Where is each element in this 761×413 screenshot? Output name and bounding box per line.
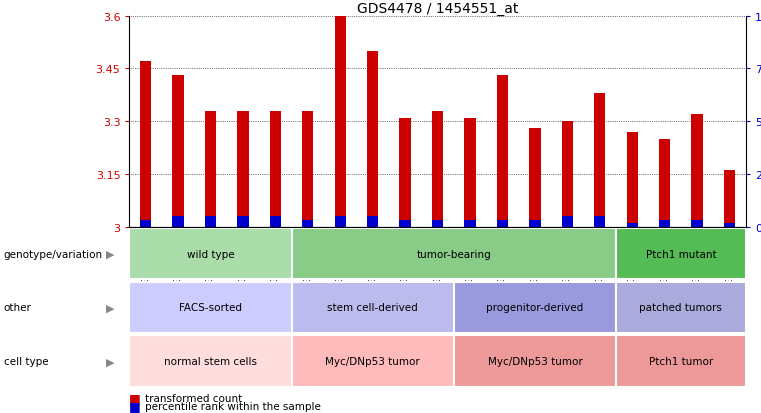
Bar <box>616 336 746 387</box>
Bar <box>562 217 573 227</box>
Bar <box>616 282 746 333</box>
Bar <box>454 282 616 333</box>
Bar <box>129 282 291 333</box>
Bar <box>400 118 411 227</box>
Text: Myc/DNp53 tumor: Myc/DNp53 tumor <box>488 356 582 366</box>
Text: Myc/DNp53 tumor: Myc/DNp53 tumor <box>325 356 420 366</box>
Text: ■: ■ <box>129 391 141 404</box>
Text: progenitor-derived: progenitor-derived <box>486 303 584 313</box>
Text: cell type: cell type <box>4 356 49 366</box>
Bar <box>464 118 476 227</box>
Text: ▶: ▶ <box>106 303 115 313</box>
Text: percentile rank within the sample: percentile rank within the sample <box>145 401 320 411</box>
Bar <box>237 217 249 227</box>
Bar <box>562 122 573 227</box>
Bar <box>302 111 314 227</box>
Text: Ptch1 tumor: Ptch1 tumor <box>649 356 713 366</box>
Bar <box>692 115 703 227</box>
Text: ▶: ▶ <box>106 249 115 259</box>
Text: other: other <box>4 303 32 313</box>
Bar <box>172 76 183 227</box>
Bar <box>291 282 454 333</box>
Text: Ptch1 mutant: Ptch1 mutant <box>645 249 716 259</box>
Bar <box>659 220 670 227</box>
Bar <box>237 111 249 227</box>
Bar <box>497 76 508 227</box>
Bar <box>269 111 281 227</box>
Text: transformed count: transformed count <box>145 393 242 403</box>
Bar <box>291 228 616 280</box>
Bar <box>302 220 314 227</box>
Bar <box>335 17 346 227</box>
Bar <box>724 224 735 227</box>
Bar <box>432 111 443 227</box>
Bar <box>432 220 443 227</box>
Bar <box>140 220 151 227</box>
Bar <box>529 129 540 227</box>
Bar <box>129 336 291 387</box>
Text: FACS-sorted: FACS-sorted <box>179 303 242 313</box>
Bar <box>594 217 606 227</box>
Bar <box>724 171 735 227</box>
Bar <box>400 220 411 227</box>
Bar <box>172 217 183 227</box>
Bar <box>594 94 606 227</box>
Bar <box>367 52 378 227</box>
Bar <box>529 220 540 227</box>
Bar <box>626 224 638 227</box>
Bar <box>205 111 216 227</box>
Bar <box>692 220 703 227</box>
Bar <box>205 217 216 227</box>
Bar <box>269 217 281 227</box>
Text: ■: ■ <box>129 399 141 413</box>
Bar <box>367 217 378 227</box>
Bar <box>659 140 670 227</box>
Bar <box>626 133 638 227</box>
Bar <box>129 228 291 280</box>
Text: tumor-bearing: tumor-bearing <box>416 249 491 259</box>
Bar <box>140 62 151 227</box>
Bar <box>497 220 508 227</box>
Text: normal stem cells: normal stem cells <box>164 356 257 366</box>
Text: ▶: ▶ <box>106 356 115 366</box>
Bar <box>616 228 746 280</box>
Bar <box>454 336 616 387</box>
Bar <box>291 336 454 387</box>
Text: stem cell-derived: stem cell-derived <box>327 303 418 313</box>
Bar <box>464 220 476 227</box>
Title: GDS4478 / 1454551_at: GDS4478 / 1454551_at <box>357 2 518 16</box>
Text: genotype/variation: genotype/variation <box>4 249 103 259</box>
Bar <box>335 217 346 227</box>
Text: wild type: wild type <box>186 249 234 259</box>
Text: patched tumors: patched tumors <box>639 303 722 313</box>
